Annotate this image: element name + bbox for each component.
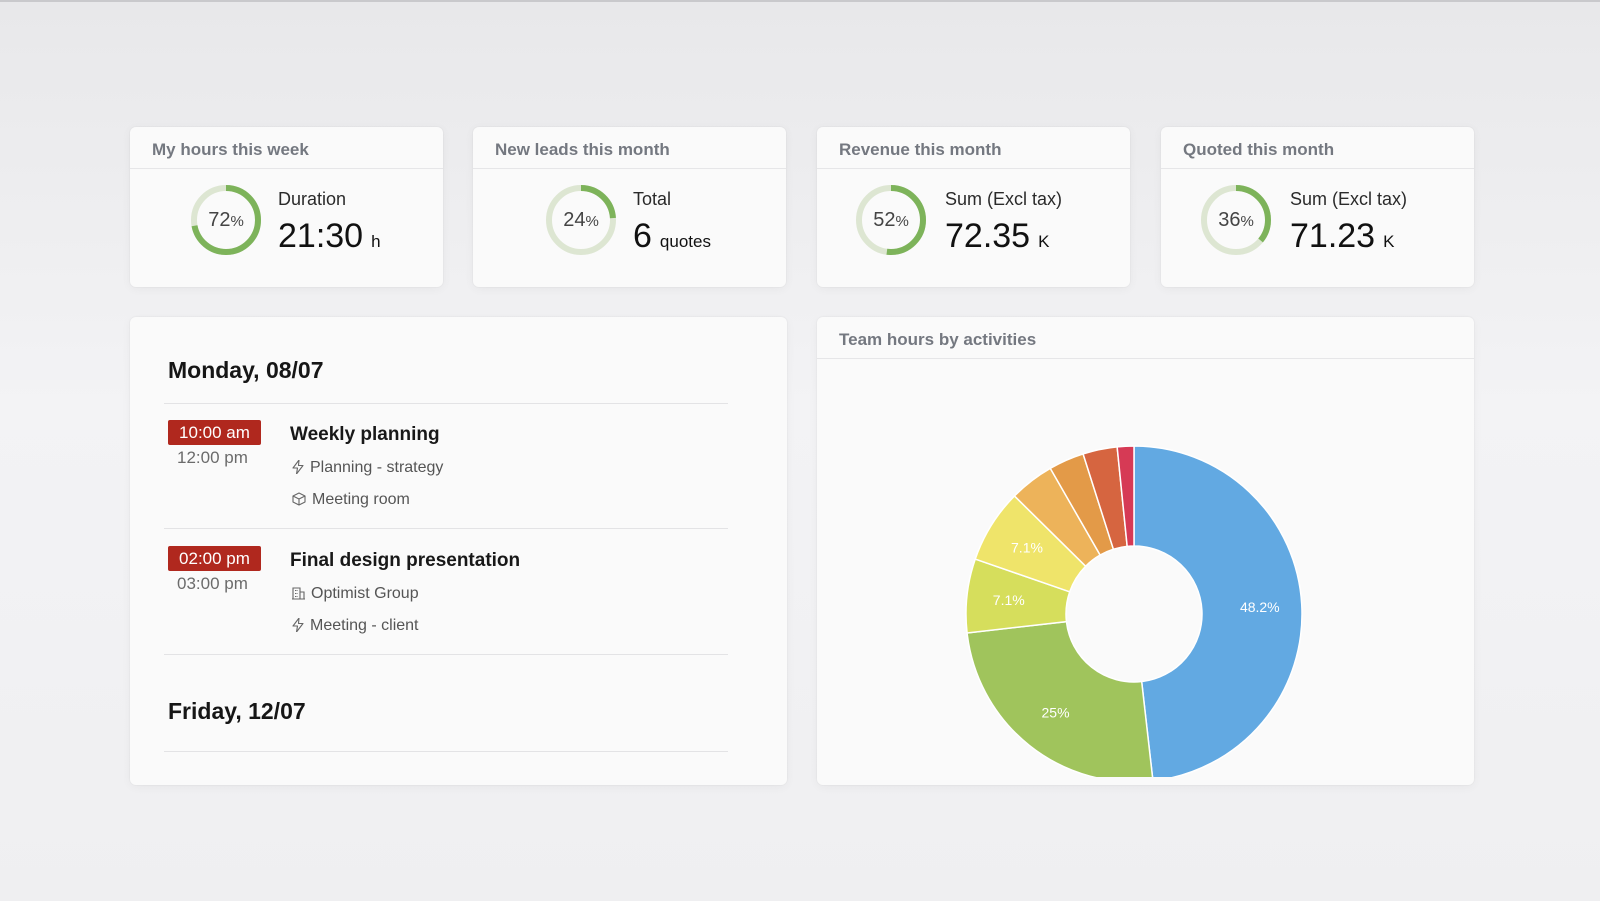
progress-ring <box>856 185 926 255</box>
kpi-label: Sum (Excl tax) <box>1290 189 1408 209</box>
progress-percent: 24% <box>563 209 599 231</box>
event-end-time: 03:00 pm <box>177 574 248 593</box>
progress-percent: 52% <box>873 209 909 231</box>
card-title: Quoted this month <box>1161 127 1474 169</box>
kpi-my-hours-card: My hours this week 72% Duration 21:30 h <box>130 127 443 287</box>
kpi-label: Sum (Excl tax) <box>945 189 1063 209</box>
event-location-text: Meeting room <box>312 491 410 508</box>
kpi-unit: K <box>1383 232 1395 251</box>
event-start-time: 10:00 am <box>168 420 261 445</box>
event-activity: Meeting - client <box>292 617 419 635</box>
pie-slice[interactable] <box>1133 445 1303 782</box>
kpi-revenue-card: Revenue this month 52% Sum (Excl tax) 72.35… <box>817 127 1130 287</box>
event-company: Optimist Group <box>292 585 419 603</box>
team-hours-card: Team hours by activities 48.2% 25% 7.1% 7.1… <box>817 317 1474 785</box>
kpi-label: Total <box>633 189 672 209</box>
kpi-value: 72.35 K <box>945 217 1050 255</box>
kpi-value: 6 quotes <box>633 217 711 255</box>
event-activity: Planning - strategy <box>292 459 443 477</box>
progress-ring <box>546 185 616 255</box>
kpi-new-leads-card: New leads this month 24% Total 6 quotes <box>473 127 786 287</box>
kpi-body: 24% Total 6 quotes <box>473 169 786 285</box>
event-company-text: Optimist Group <box>311 585 419 602</box>
kpi-unit: h <box>371 232 381 251</box>
building-icon <box>292 585 311 602</box>
divider <box>164 403 728 404</box>
kpi-unit: K <box>1038 232 1050 251</box>
kpi-body: 36% Sum (Excl tax) 71.23 K <box>1161 169 1474 285</box>
progress-ring <box>191 185 261 255</box>
card-title: Team hours by activities <box>817 317 1474 359</box>
progress-percent: 36% <box>1218 209 1254 231</box>
team-hours-chart: 48.2% 25% 7.1% 7.1% <box>817 361 1477 783</box>
kpi-value: 21:30 h <box>278 217 381 255</box>
kpi-body: 72% Duration 21:30 h <box>130 169 443 285</box>
kpi-body: 52% Sum (Excl tax) 72.35 K <box>817 169 1130 285</box>
event-end-time: 12:00 pm <box>177 448 248 467</box>
event-activity-text: Planning - strategy <box>310 459 444 476</box>
event-final-design-presentation[interactable]: 02:00 pm 03:00 pm Final design presentat… <box>168 546 728 656</box>
event-location: Meeting room <box>292 491 410 509</box>
card-title: Revenue this month <box>817 127 1130 169</box>
window-top-edge <box>0 0 1600 2</box>
pie-slice-label: 7.1% <box>1011 539 1043 555</box>
card-title: New leads this month <box>473 127 786 169</box>
kpi-quoted-card: Quoted this month 36% Sum (Excl tax) 71.23 K <box>1161 127 1474 287</box>
event-start-time: 02:00 pm <box>168 546 261 571</box>
day-heading: Monday, 08/07 <box>168 357 324 383</box>
kpi-label: Duration <box>278 189 347 209</box>
box-icon <box>292 491 312 508</box>
divider <box>164 528 728 529</box>
event-activity-text: Meeting - client <box>310 617 419 634</box>
lightning-icon <box>292 459 310 476</box>
divider <box>164 654 728 655</box>
divider <box>164 751 728 752</box>
card-title: My hours this week <box>130 127 443 169</box>
kpi-unit: quotes <box>659 232 711 251</box>
lightning-icon <box>292 617 310 634</box>
kpi-value: 71.23 K <box>1290 217 1395 255</box>
agenda-card: Monday, 08/07 10:00 am 12:00 pm Weekly p… <box>130 317 787 785</box>
day-heading: Friday, 12/07 <box>168 698 306 724</box>
pie-slice-label: 7.1% <box>993 592 1025 608</box>
event-weekly-planning[interactable]: 10:00 am 12:00 pm Weekly planning Planni… <box>168 420 728 530</box>
event-title[interactable]: Weekly planning <box>290 424 440 445</box>
event-title[interactable]: Final design presentation <box>290 550 521 571</box>
pie-slice-label: 48.2% <box>1240 599 1280 615</box>
progress-percent: 72% <box>208 209 244 231</box>
donut-chart: 48.2% 25% 7.1% 7.1% <box>965 445 1303 783</box>
progress-ring <box>1201 185 1271 255</box>
pie-slice[interactable] <box>966 620 1154 783</box>
pie-slice[interactable] <box>1116 445 1135 548</box>
pie-slice-label: 25% <box>1042 705 1070 721</box>
